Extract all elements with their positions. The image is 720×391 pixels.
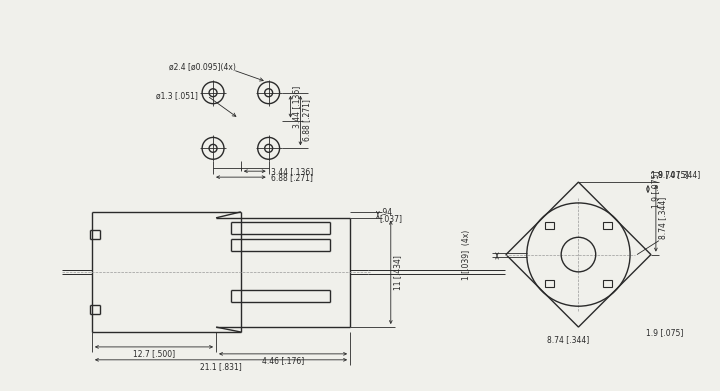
Text: 6.88 [.271]: 6.88 [.271] bbox=[302, 100, 312, 142]
Text: 8.74 [.344]: 8.74 [.344] bbox=[658, 197, 667, 239]
Text: 11 [.434]: 11 [.434] bbox=[393, 255, 402, 290]
Text: 8.74 [.344]: 8.74 [.344] bbox=[658, 170, 700, 179]
Text: 1 [.039]  (4x): 1 [.039] (4x) bbox=[462, 230, 472, 280]
Text: 12.7 [.500]: 12.7 [.500] bbox=[133, 350, 175, 359]
Text: ø1.3 [.051]: ø1.3 [.051] bbox=[156, 91, 198, 100]
Text: 6.88 [.271]: 6.88 [.271] bbox=[271, 173, 312, 182]
Text: 1.9 [.075]: 1.9 [.075] bbox=[651, 170, 688, 179]
Text: 1.9 [.075]: 1.9 [.075] bbox=[646, 328, 683, 337]
Text: .94: .94 bbox=[380, 208, 392, 217]
Text: ø2.4 [ø0.095](4x): ø2.4 [ø0.095](4x) bbox=[169, 63, 236, 72]
Text: 3.44 [.136]: 3.44 [.136] bbox=[271, 167, 313, 176]
Text: 1.9 [.075]: 1.9 [.075] bbox=[651, 170, 660, 208]
Text: 4.46 [.176]: 4.46 [.176] bbox=[262, 356, 304, 365]
Text: [.037]: [.037] bbox=[380, 214, 403, 223]
Text: 3.44 [.136]: 3.44 [.136] bbox=[292, 86, 302, 128]
Text: 8.74 [.344]: 8.74 [.344] bbox=[547, 335, 590, 344]
Text: 21.1 [.831]: 21.1 [.831] bbox=[200, 362, 242, 371]
